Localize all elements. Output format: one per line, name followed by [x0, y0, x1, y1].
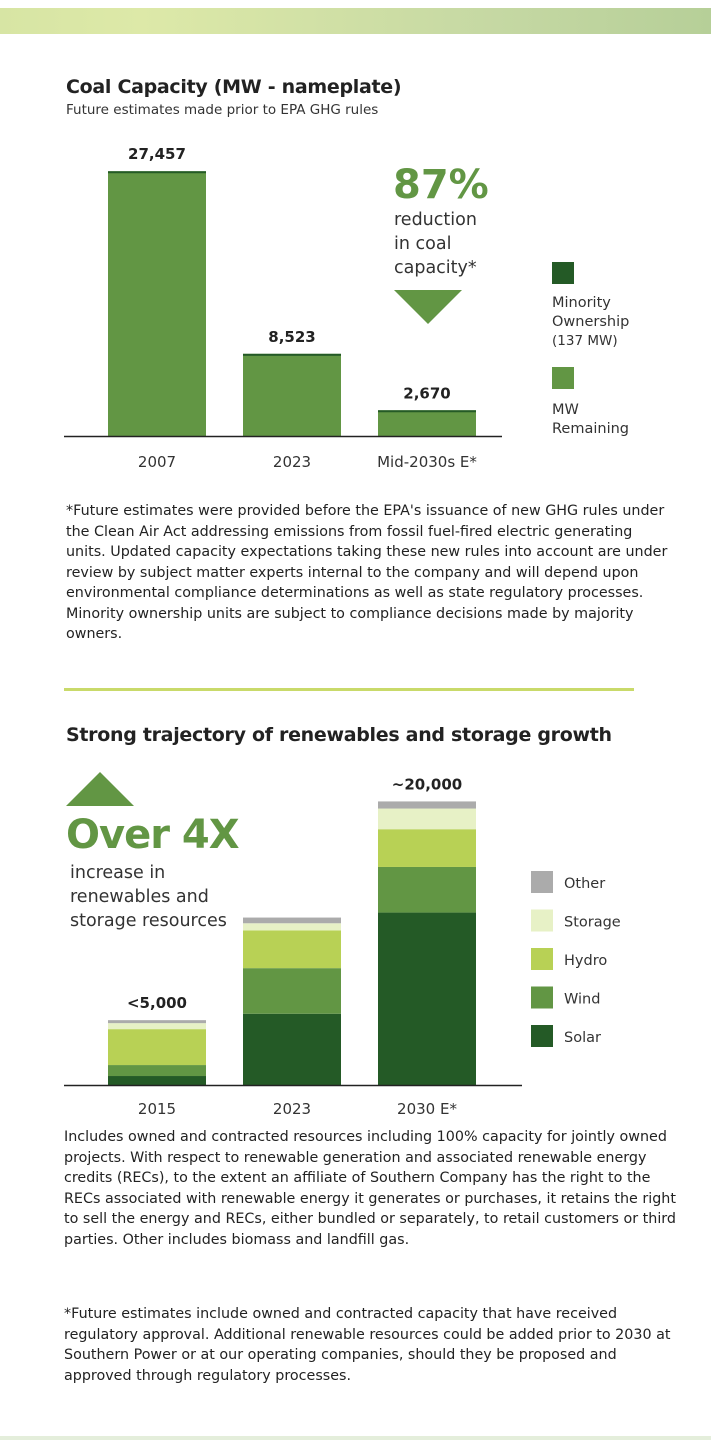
bar-total-label: ~20,000 [392, 775, 462, 793]
down-triangle-icon [394, 290, 462, 324]
x-tick-label: 2007 [138, 453, 176, 471]
bar-segment-storage [243, 923, 341, 931]
section-divider [64, 688, 634, 691]
bar-mw-remaining [243, 353, 341, 436]
bar-segment-hydro [378, 829, 476, 867]
coal-callout-line: capacity* [394, 258, 477, 278]
x-tick-label: Mid-2030s E* [377, 453, 477, 471]
bar-minority-ownership [378, 410, 476, 413]
x-tick-label: 2030 E* [397, 1100, 457, 1118]
coal-chart-subtitle: Future estimates made prior to EPA GHG r… [66, 102, 379, 118]
legend-text: Remaining [552, 421, 629, 437]
coal-chart-title: Coal Capacity (MW - nameplate) [66, 76, 402, 98]
bar-mw-remaining [108, 171, 206, 436]
legend-swatch-remaining [552, 367, 574, 389]
bar-segment-other [108, 1020, 206, 1024]
coal-callout-line: in coal [394, 234, 452, 254]
renew-note: Includes owned and contracted resources … [64, 1129, 676, 1248]
bar-segment-wind [378, 866, 476, 913]
legend-label-minority: Minority Ownership (137 MW) [552, 294, 629, 351]
legend-label: Other [564, 876, 605, 892]
bar-segment-storage [378, 808, 476, 830]
legend-text: Minority [552, 295, 611, 311]
renew-callout-line: storage resources [70, 911, 227, 931]
header-band [0, 8, 711, 34]
legend-swatch-hydro [531, 948, 553, 970]
legend-label: Storage [564, 915, 621, 931]
legend-swatch-wind [531, 986, 553, 1009]
renewables-chart: <5,000 2015 2023 ~20,000 2030 E* Other Storage… [64, 775, 621, 1118]
x-tick-label: 2015 [138, 1100, 176, 1118]
coal-footnote: *Future estimates were provided before t… [66, 503, 668, 642]
bar-total-label: <5,000 [127, 994, 187, 1012]
bar-segment-hydro [243, 930, 341, 969]
bar-segment-hydro [108, 1029, 206, 1066]
coal-chart: 27,457 2007 8,523 2023 2,670 Mid-2030s E* [64, 145, 502, 471]
legend-swatch-minority [552, 262, 574, 284]
bar-segment-solar [378, 912, 476, 1085]
legend-label-remaining: MW Remaining [552, 401, 629, 439]
legend-text: (137 MW) [552, 333, 618, 349]
renew-callout-text: increase in renewables and storage resou… [70, 861, 227, 933]
footer-band [0, 1436, 711, 1440]
bar-minority-ownership [108, 171, 206, 174]
x-tick-label: 2023 [273, 1100, 311, 1118]
bar-segment-solar [243, 1013, 341, 1085]
legend-text: MW [552, 402, 579, 418]
bar-segment-other [243, 917, 341, 924]
coal-callout-value: 87% [393, 162, 489, 208]
bar-segment-wind [243, 968, 341, 1014]
legend-label: Hydro [564, 953, 607, 969]
up-triangle-icon [66, 772, 134, 806]
legend-label: Solar [564, 1030, 601, 1046]
renew-callout-line: renewables and [70, 887, 209, 907]
renew-callout-value: Over 4X [66, 812, 240, 858]
legend-label: Wind [564, 992, 600, 1008]
bar-value-label: 2,670 [403, 384, 450, 402]
renew-chart-title: Strong trajectory of renewables and stor… [66, 724, 612, 746]
bar-segment-solar [108, 1076, 206, 1085]
bar-minority-ownership [243, 353, 341, 356]
x-tick-label: 2023 [273, 453, 311, 471]
bar-segment-storage [108, 1023, 206, 1030]
coal-callout-text: reduction in coal capacity* [394, 208, 477, 280]
bar-value-label: 27,457 [128, 145, 186, 163]
legend-swatch-solar [531, 1025, 553, 1047]
bar-mw-remaining [378, 410, 476, 436]
coal-callout-line: reduction [394, 210, 477, 230]
legend-swatch-other [531, 871, 553, 893]
bar-segment-other [378, 801, 476, 809]
bar-segment-wind [108, 1065, 206, 1077]
legend-swatch-storage [531, 909, 553, 932]
bar-value-label: 8,523 [268, 328, 315, 346]
renew-callout-line: increase in [70, 863, 166, 883]
legend-text: Ownership [552, 314, 630, 330]
renew-footnote: *Future estimates include owned and cont… [64, 1306, 671, 1384]
